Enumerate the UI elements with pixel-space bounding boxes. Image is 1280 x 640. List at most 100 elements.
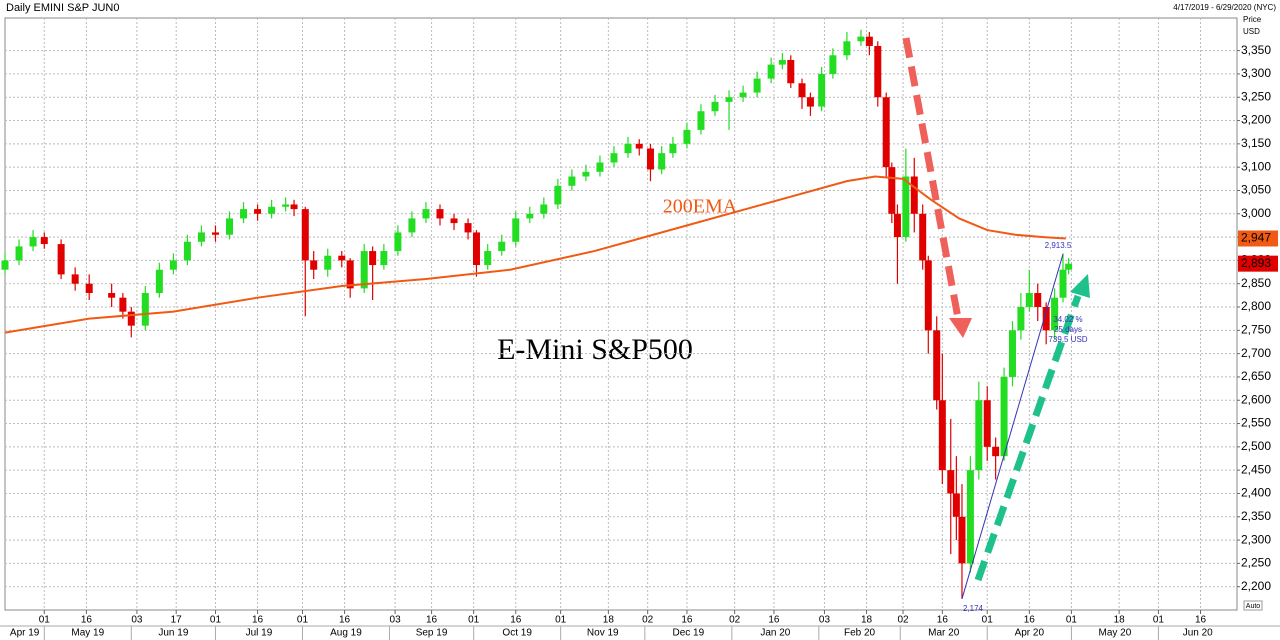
y-tick-label: 3,250	[1241, 89, 1271, 103]
trendline	[961, 253, 1064, 599]
auto-button[interactable]	[1243, 600, 1263, 611]
down-arrow	[902, 37, 962, 319]
x-tick-label: 16	[768, 615, 780, 626]
y-tick-label: 2,600	[1241, 392, 1271, 406]
x-tick-label: 16	[426, 615, 438, 626]
x-tick-label: 03	[390, 615, 402, 626]
candle-body	[582, 171, 590, 177]
y-tick-label: 2,400	[1241, 486, 1271, 500]
month-label: Jan 20	[760, 628, 790, 639]
last-value-label: 2,947	[1241, 231, 1271, 245]
y-axis-label: USD	[1243, 27, 1260, 36]
month-label: Jul 19	[246, 628, 273, 639]
x-tick-label: 01	[297, 615, 309, 626]
y-tick-label: 2,300	[1241, 532, 1271, 546]
month-label: Apr 20	[1015, 628, 1045, 639]
candle-body	[865, 36, 873, 46]
measure-label: 25 days	[1054, 325, 1082, 334]
x-tick-label: 01	[1153, 615, 1165, 626]
candle-body	[1017, 307, 1025, 331]
x-tick-label: 18	[603, 615, 615, 626]
candle-body	[394, 232, 402, 252]
x-tick-label: 16	[81, 615, 93, 626]
candle-body	[310, 260, 318, 270]
candle-body	[240, 209, 248, 219]
y-tick-label: 2,800	[1241, 299, 1271, 313]
candle-body	[268, 206, 276, 214]
y-tick-label: 3,350	[1241, 43, 1271, 57]
candle-body	[829, 55, 837, 74]
x-tick-label: 01	[982, 615, 994, 626]
candle-body	[183, 241, 191, 261]
y-tick-label: 3,200	[1241, 113, 1271, 127]
candle-body	[983, 400, 991, 447]
x-tick-label: 16	[510, 615, 522, 626]
candle-body	[669, 143, 677, 154]
candle-body	[1, 260, 9, 270]
x-tick-label: 01	[39, 615, 51, 626]
candle-body	[484, 251, 492, 266]
up-arrow	[974, 294, 1082, 582]
candle-body	[526, 213, 534, 219]
x-tick-label: 02	[642, 615, 654, 626]
month-label: Mar 20	[928, 628, 960, 639]
candle-body	[818, 73, 826, 107]
candle-body	[71, 274, 79, 284]
y-axis-label: Price	[1243, 15, 1262, 24]
candle-body	[1000, 376, 1008, 457]
y-tick-label: 2,450	[1241, 462, 1271, 476]
month-label: Apr 19	[10, 628, 40, 639]
candle-body	[169, 260, 177, 270]
candle-body	[346, 260, 354, 289]
candle-body	[1065, 263, 1073, 270]
candle-body	[958, 516, 966, 564]
x-tick-label: 16	[937, 615, 949, 626]
candle-body	[975, 400, 983, 471]
x-tick-label: 16	[252, 615, 264, 626]
candle-body	[338, 255, 346, 261]
candle-body	[902, 176, 910, 238]
candle-body	[646, 148, 654, 170]
y-tick-label: 2,850	[1241, 276, 1271, 290]
candle-body	[85, 283, 93, 294]
x-tick-label: 02	[729, 615, 741, 626]
candle-body	[1008, 330, 1016, 377]
candle-body	[938, 400, 946, 471]
y-tick-label: 3,150	[1241, 136, 1271, 150]
candle-body	[554, 185, 562, 205]
measure-label: 34.02 %	[1053, 315, 1082, 324]
x-tick-label: 18	[861, 615, 873, 626]
candle-body	[211, 232, 219, 235]
auto-label[interactable]: Auto	[1246, 603, 1261, 610]
candle-body	[141, 293, 149, 326]
candle-body	[610, 153, 618, 163]
candle-body	[857, 36, 865, 42]
candle-body	[127, 311, 135, 326]
candle-body	[767, 64, 775, 79]
candle-body	[408, 218, 416, 233]
candle-body	[910, 176, 918, 214]
candle-body	[540, 204, 548, 214]
last-value-label: 2,893	[1241, 256, 1271, 270]
month-label: Jun 20	[1183, 628, 1213, 639]
candle-body	[933, 330, 941, 401]
measure-label: 739.5 USD	[1048, 335, 1087, 344]
y-tick-label: 2,750	[1241, 322, 1271, 336]
candle-body	[787, 59, 795, 84]
candle-body	[29, 237, 37, 247]
month-label: Feb 20	[844, 628, 876, 639]
x-tick-label: 16	[1024, 615, 1036, 626]
candle-body	[197, 232, 205, 242]
candle-body	[888, 167, 896, 214]
y-tick-label: 2,700	[1241, 346, 1271, 360]
candle-body	[952, 493, 960, 517]
y-tick-label: 2,500	[1241, 439, 1271, 453]
y-tick-label: 2,250	[1241, 556, 1271, 570]
y-tick-label: 2,200	[1241, 579, 1271, 593]
month-label: Nov 19	[587, 628, 619, 639]
candle-body	[254, 209, 262, 214]
candle-body	[1059, 269, 1067, 298]
candle-body	[155, 269, 163, 294]
